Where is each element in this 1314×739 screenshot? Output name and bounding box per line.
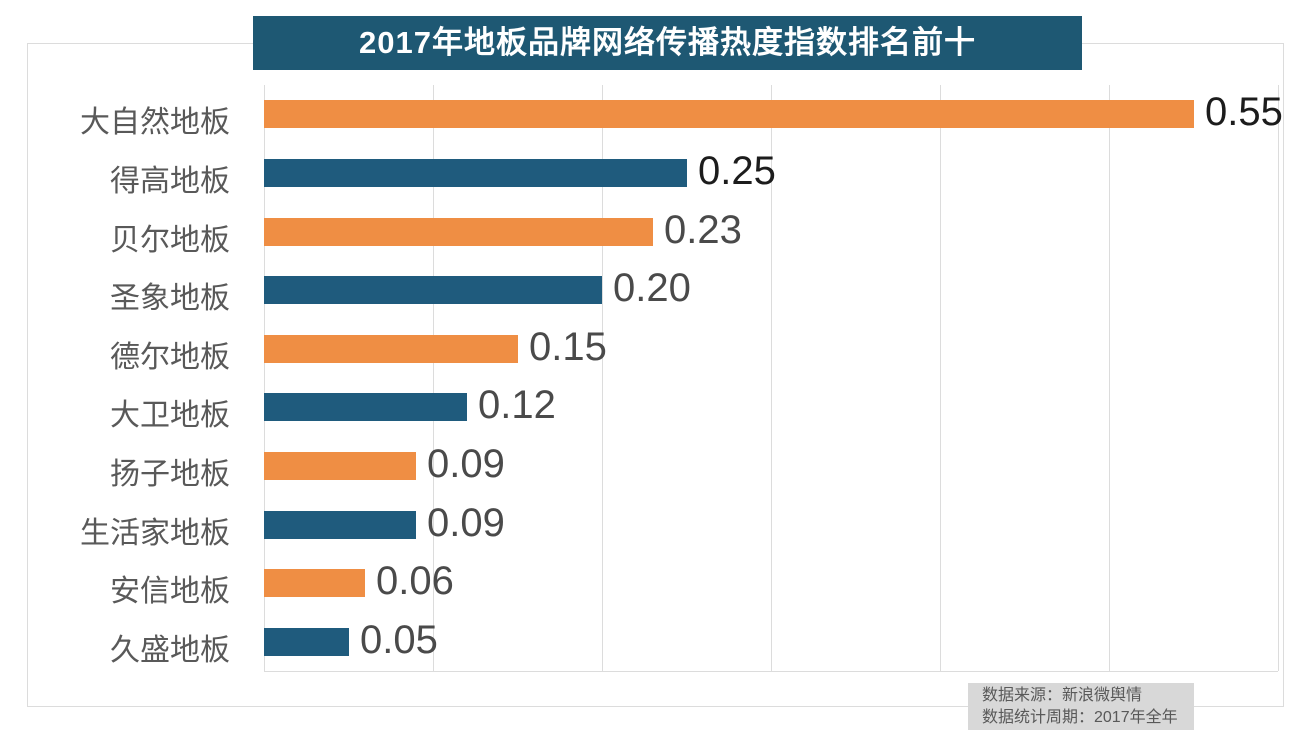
chart-title-banner: 2017年地板品牌网络传播热度指数排名前十 [253,16,1082,70]
gridline [940,85,941,671]
bar [264,569,365,597]
value-label: 0.23 [664,208,742,252]
bar [264,218,653,246]
chart-title-text: 2017年地板品牌网络传播热度指数排名前十 [359,25,976,60]
category-label: 圣象地板 [110,282,230,315]
category-label: 贝尔地板 [110,224,230,257]
value-label: 0.09 [427,501,505,545]
category-label: 得高地板 [110,165,230,198]
bar [264,511,416,539]
bar [264,628,349,656]
category-axis: 大自然地板得高地板贝尔地板圣象地板德尔地板大卫地板扬子地板生活家地板安信地板久盛… [27,85,230,671]
value-label: 0.15 [529,325,607,369]
gridline [264,85,265,671]
bar [264,393,467,421]
bar [264,335,518,363]
source-line-1: 数据来源：新浪微舆情 [982,687,1143,704]
bar [264,276,602,304]
source-note: 数据来源：新浪微舆情 数据统计周期：2017年全年 [968,683,1194,730]
value-label: 0.05 [360,618,438,662]
source-line-2: 数据统计周期：2017年全年 [982,709,1178,726]
category-label: 生活家地板 [80,517,230,550]
gridline [1109,85,1110,671]
category-label: 德尔地板 [110,341,230,374]
category-label: 扬子地板 [110,458,230,491]
category-label: 久盛地板 [110,634,230,667]
category-label: 大卫地板 [110,399,230,432]
gridline [433,85,434,671]
category-label: 安信地板 [110,575,230,608]
gridline [1278,85,1279,671]
value-label: 0.06 [376,559,454,603]
plot-area: 0.55 0.25 0.23 0.20 0.15 0.12 0.09 0.09 0.06 0.05 [264,85,1283,672]
value-label: 0.55 [1205,90,1283,134]
value-label: 0.09 [427,442,505,486]
bar [264,100,1194,128]
bar [264,452,416,480]
value-label: 0.12 [478,383,556,427]
gridline [771,85,772,671]
bar [264,159,687,187]
gridline [602,85,603,671]
value-label: 0.20 [613,266,691,310]
value-label: 0.25 [698,149,776,193]
category-label: 大自然地板 [80,106,230,139]
